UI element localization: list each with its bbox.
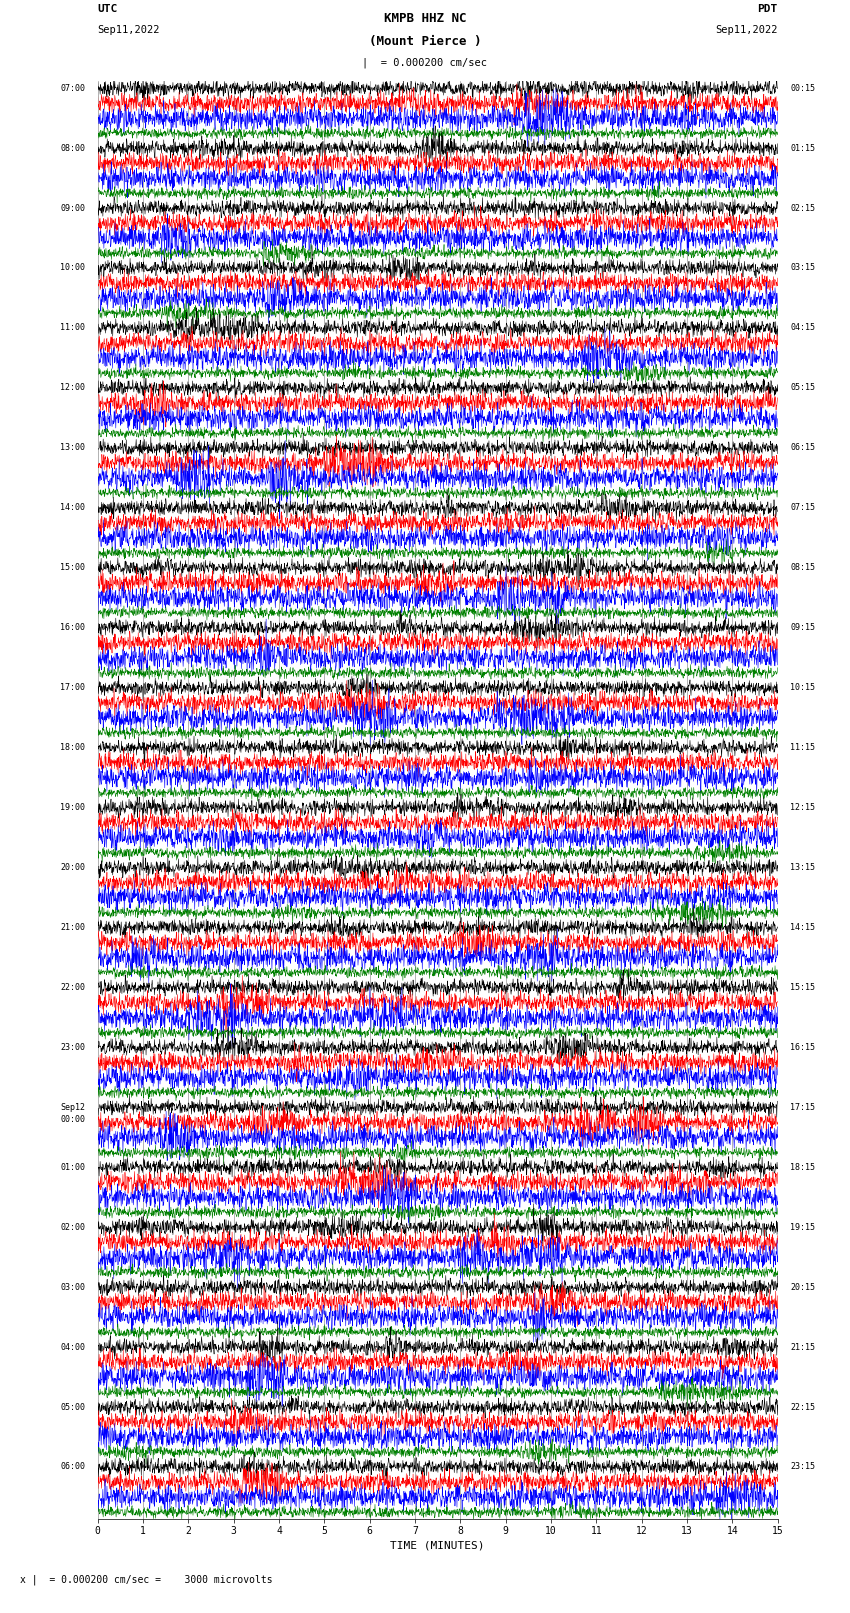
- Text: 23:00: 23:00: [60, 1044, 85, 1052]
- Text: 14:15: 14:15: [790, 923, 815, 932]
- Text: 09:15: 09:15: [790, 623, 815, 632]
- Text: 09:00: 09:00: [60, 203, 85, 213]
- Text: 11:00: 11:00: [60, 324, 85, 332]
- Text: 20:15: 20:15: [790, 1282, 815, 1292]
- Text: 12:15: 12:15: [790, 803, 815, 811]
- Text: Sep11,2022: Sep11,2022: [715, 24, 778, 35]
- Text: 07:00: 07:00: [60, 84, 85, 92]
- Text: 10:00: 10:00: [60, 263, 85, 273]
- Text: 04:00: 04:00: [60, 1342, 85, 1352]
- Text: 15:15: 15:15: [790, 982, 815, 992]
- Text: 22:00: 22:00: [60, 982, 85, 992]
- Text: 22:15: 22:15: [790, 1403, 815, 1411]
- Text: 07:15: 07:15: [790, 503, 815, 513]
- Text: 04:15: 04:15: [790, 324, 815, 332]
- Text: 16:15: 16:15: [790, 1044, 815, 1052]
- Text: 12:00: 12:00: [60, 384, 85, 392]
- Text: KMPB HHZ NC: KMPB HHZ NC: [383, 11, 467, 26]
- Text: 01:15: 01:15: [790, 144, 815, 153]
- Text: 05:15: 05:15: [790, 384, 815, 392]
- Text: UTC: UTC: [98, 5, 118, 15]
- Text: 13:15: 13:15: [790, 863, 815, 873]
- Text: 19:00: 19:00: [60, 803, 85, 811]
- Text: 03:00: 03:00: [60, 1282, 85, 1292]
- Text: 02:00: 02:00: [60, 1223, 85, 1232]
- Text: Sep11,2022: Sep11,2022: [98, 24, 161, 35]
- Text: 11:15: 11:15: [790, 744, 815, 752]
- Text: (Mount Pierce ): (Mount Pierce ): [369, 35, 481, 48]
- Text: 05:00: 05:00: [60, 1403, 85, 1411]
- Text: 02:15: 02:15: [790, 203, 815, 213]
- Text: Sep12: Sep12: [60, 1103, 85, 1111]
- Text: 14:00: 14:00: [60, 503, 85, 513]
- Text: 00:00: 00:00: [60, 1115, 85, 1124]
- Text: PDT: PDT: [757, 5, 778, 15]
- Text: 17:00: 17:00: [60, 684, 85, 692]
- Text: 01:00: 01:00: [60, 1163, 85, 1171]
- Text: 16:00: 16:00: [60, 623, 85, 632]
- Text: 15:00: 15:00: [60, 563, 85, 573]
- Text: 08:15: 08:15: [790, 563, 815, 573]
- Text: 10:15: 10:15: [790, 684, 815, 692]
- X-axis label: TIME (MINUTES): TIME (MINUTES): [390, 1540, 485, 1550]
- Text: 18:15: 18:15: [790, 1163, 815, 1171]
- Text: 18:00: 18:00: [60, 744, 85, 752]
- Text: x |  = 0.000200 cm/sec =    3000 microvolts: x | = 0.000200 cm/sec = 3000 microvolts: [20, 1574, 272, 1586]
- Text: |  = 0.000200 cm/sec: | = 0.000200 cm/sec: [362, 58, 488, 68]
- Text: 08:00: 08:00: [60, 144, 85, 153]
- Text: 21:15: 21:15: [790, 1342, 815, 1352]
- Text: 17:15: 17:15: [790, 1103, 815, 1111]
- Text: 00:15: 00:15: [790, 84, 815, 92]
- Text: 21:00: 21:00: [60, 923, 85, 932]
- Text: 03:15: 03:15: [790, 263, 815, 273]
- Text: 23:15: 23:15: [790, 1463, 815, 1471]
- Text: 19:15: 19:15: [790, 1223, 815, 1232]
- Text: 06:00: 06:00: [60, 1463, 85, 1471]
- Text: 20:00: 20:00: [60, 863, 85, 873]
- Text: 13:00: 13:00: [60, 444, 85, 452]
- Text: 06:15: 06:15: [790, 444, 815, 452]
